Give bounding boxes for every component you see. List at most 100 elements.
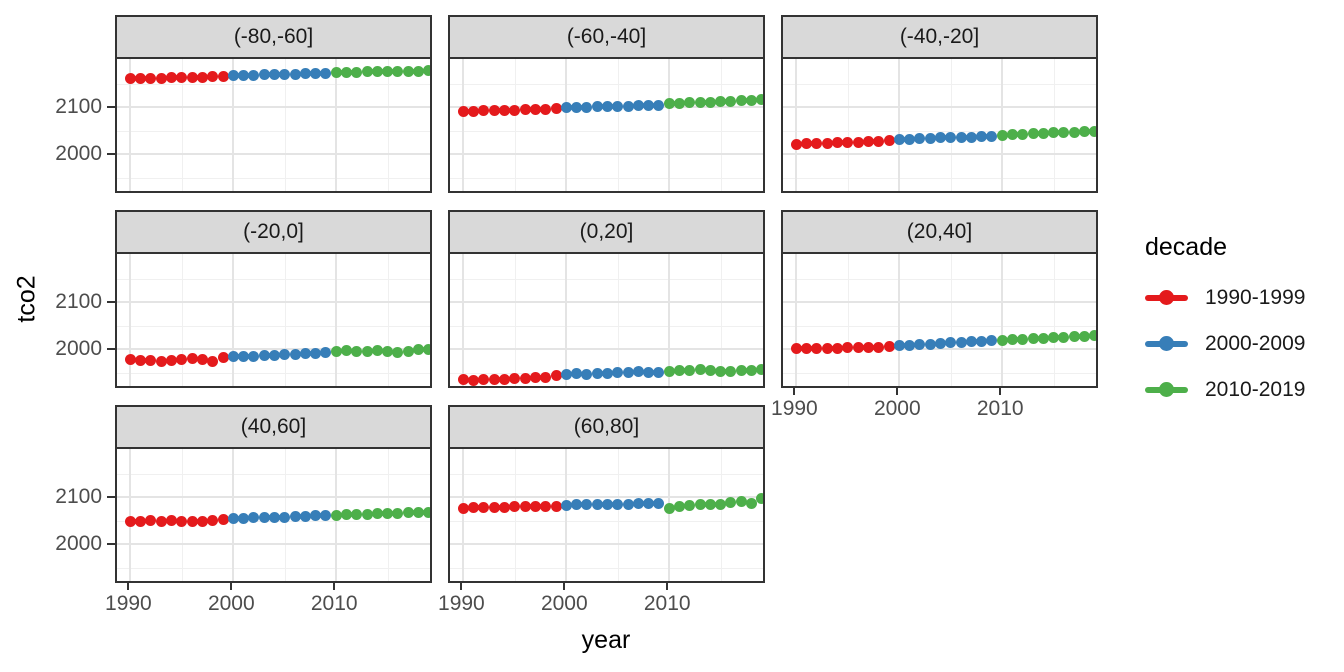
facet-label: (60,80] [573, 415, 640, 438]
data-point [258, 350, 270, 362]
gridline-major-x [565, 59, 568, 191]
data-point [684, 97, 696, 109]
data-point [217, 70, 229, 82]
data-point [715, 96, 727, 108]
gridline-major-y [450, 348, 763, 351]
data-point [330, 509, 342, 521]
x-axis-title: year [581, 626, 631, 654]
x-tick-mark [666, 583, 669, 590]
data-point [488, 105, 500, 117]
data-point [457, 374, 469, 386]
legend-key-dot [1159, 382, 1174, 397]
facet-panel: (60,80] [448, 405, 765, 583]
data-point [499, 104, 511, 116]
data-point [893, 134, 905, 146]
gridline-major-y [783, 301, 1096, 304]
x-tick-label: 1990 [105, 592, 152, 615]
data-point [392, 507, 404, 519]
gridline-minor-y [450, 520, 763, 522]
data-point [735, 496, 747, 508]
gridline-minor-x [1053, 59, 1055, 191]
data-point [423, 506, 430, 518]
data-point [1048, 127, 1060, 139]
data-point [268, 349, 280, 361]
data-point [402, 65, 414, 77]
data-point [238, 350, 250, 362]
data-point [371, 65, 383, 77]
data-point [550, 500, 562, 512]
data-point [124, 72, 136, 84]
gridline-minor-y [117, 567, 430, 569]
data-point [361, 508, 373, 520]
data-point [135, 73, 147, 85]
gridline-major-y [783, 153, 1096, 156]
data-point [279, 69, 291, 81]
gridline-minor-y [783, 372, 1096, 374]
data-point [934, 132, 946, 144]
data-point [862, 341, 874, 353]
legend-entry-2010-2019: 2010-2019 [1145, 375, 1305, 405]
legend-key [1145, 329, 1191, 359]
data-point [581, 368, 593, 380]
facet-panel: (-20,0] [115, 210, 432, 388]
data-point [155, 72, 167, 84]
data-point [529, 104, 541, 116]
data-point [155, 355, 167, 367]
data-point [371, 345, 383, 357]
data-point [684, 499, 696, 511]
data-point [842, 342, 854, 354]
data-point [612, 498, 624, 510]
facet-strip: (60,80] [448, 405, 765, 449]
x-tick-label: 1990 [771, 397, 818, 420]
facet-label: (-20,0] [243, 220, 304, 243]
facet-strip: (0,20] [448, 210, 765, 254]
data-point [207, 71, 219, 83]
facet-strip: (-80,-60] [115, 15, 432, 59]
data-point [852, 342, 864, 354]
x-tick-mark [999, 388, 1002, 395]
data-point [581, 499, 593, 511]
gridline-minor-y [450, 130, 763, 132]
data-point [832, 342, 844, 354]
data-point [725, 95, 737, 107]
data-point [704, 96, 716, 108]
data-point [873, 341, 885, 353]
data-point [279, 349, 291, 361]
data-point [330, 67, 342, 79]
data-point [176, 72, 188, 84]
data-point [1048, 332, 1060, 344]
data-point [674, 501, 686, 513]
x-tick-label: 2010 [310, 592, 358, 615]
data-point [207, 356, 219, 368]
x-tick-mark [230, 583, 233, 590]
gridline-minor-x [1053, 254, 1055, 386]
data-point [801, 138, 813, 150]
data-point [371, 508, 383, 520]
data-point [790, 138, 802, 150]
data-point [924, 338, 936, 350]
gridline-minor-y [117, 372, 430, 374]
data-point [1027, 333, 1039, 345]
data-point [1007, 334, 1019, 346]
data-point [674, 365, 686, 377]
data-point [351, 66, 363, 78]
facet-strip: (-40,-20] [781, 15, 1098, 59]
gridline-minor-y [783, 83, 1096, 85]
data-point [601, 100, 613, 112]
data-point [663, 365, 675, 377]
y-tick-mark [107, 301, 115, 304]
data-point [330, 345, 342, 357]
y-tick-label: 2100 [55, 95, 102, 119]
gridline-minor-y [117, 130, 430, 132]
data-point [207, 514, 219, 526]
data-point [196, 515, 208, 527]
gridline-minor-x [181, 254, 183, 386]
data-point [756, 492, 763, 504]
gridline-major-x [462, 254, 465, 386]
gridline-major-x [795, 59, 798, 191]
x-tick-mark [793, 388, 796, 395]
gridline-major-y [783, 106, 1096, 109]
data-point [186, 352, 198, 364]
data-point [715, 499, 727, 511]
data-point [821, 137, 833, 149]
